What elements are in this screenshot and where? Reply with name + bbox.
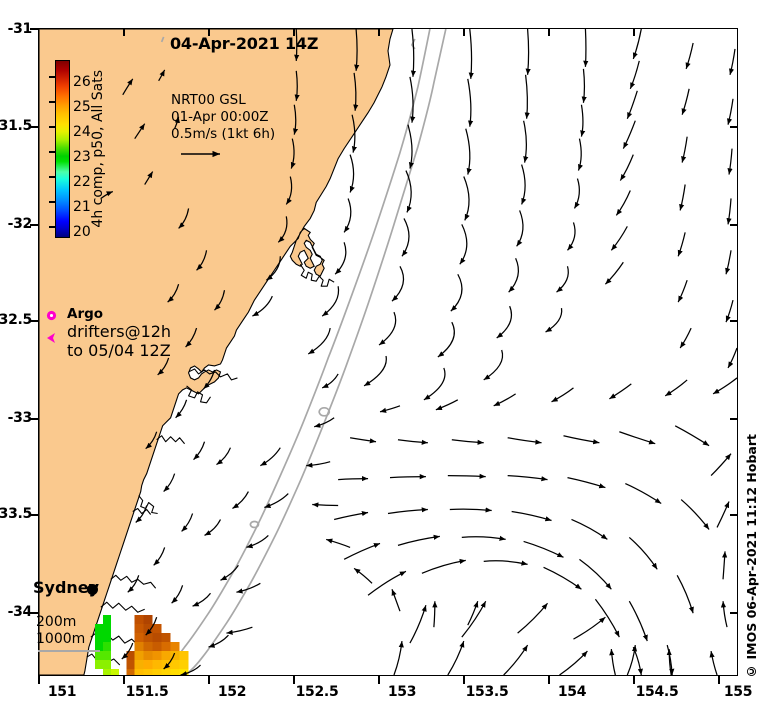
map-plot-area[interactable]: [38, 28, 738, 676]
y-tick: [30, 418, 38, 420]
x-tick-label: 153.5: [465, 684, 509, 700]
y-tick-right: [730, 224, 738, 226]
colorbar-gradient: [55, 60, 70, 238]
colorbar-tick: [49, 76, 55, 78]
x-tick: [208, 676, 210, 684]
y-tick-label: -31: [7, 21, 33, 37]
sydney-label: Sydney: [33, 578, 100, 597]
x-tick-label: 154.5: [635, 684, 679, 700]
vector-legend-scale: 0.5m/s (1kt 6h): [171, 126, 276, 142]
x-tick: [548, 676, 550, 684]
vector-legend-product: NRT00 GSL: [171, 92, 246, 108]
y-tick: [30, 612, 38, 614]
x-tick: [123, 676, 125, 684]
y-tick-right: [730, 126, 738, 128]
x-tick-label: 153: [387, 684, 417, 700]
map-canvas: [39, 29, 737, 675]
colorbar-label: 20: [73, 224, 91, 240]
x-tick-top: [123, 28, 125, 36]
sst-composite-patch: [94, 615, 189, 675]
y-tick: [30, 126, 38, 128]
scale-arrow-icon: [181, 150, 220, 158]
x-tick: [293, 676, 295, 684]
x-tick-top: [293, 28, 295, 36]
x-tick-top: [208, 28, 210, 36]
colorbar-tick: [49, 201, 55, 203]
credit-container: © IMOS 06-Apr-2021 11:12 Hobart: [744, 434, 759, 679]
x-tick: [378, 676, 380, 684]
argo-legend-line1: drifters@12h: [67, 322, 172, 341]
y-tick-label: -33.5: [0, 506, 32, 522]
drifter-arrow-icon: [47, 333, 55, 343]
x-tick: [718, 676, 720, 684]
y-tick-right: [730, 514, 738, 516]
x-tick: [633, 676, 635, 684]
colorbar-label: 25: [73, 99, 91, 115]
argo-legend-line2: to 05/04 12Z: [67, 341, 171, 360]
current-vector-field: [100, 29, 737, 675]
x-tick-top: [463, 28, 465, 36]
x-tick-label: 154: [557, 684, 587, 700]
sydney-dot-icon: [87, 584, 98, 595]
x-tick-label: 155: [723, 684, 753, 700]
land-mass: [39, 29, 394, 675]
colorbar-tick: [49, 101, 55, 103]
bathy-200m-label: 200m: [36, 614, 77, 630]
x-tick-top: [378, 28, 380, 36]
y-tick-label: -31.5: [0, 118, 32, 134]
y-tick: [30, 514, 38, 516]
imos-credit: © IMOS 06-Apr-2021 11:12 Hobart: [744, 434, 759, 679]
colorbar-label: 22: [73, 174, 91, 190]
colorbar-label: 24: [73, 124, 91, 140]
colorbar-tick: [49, 126, 55, 128]
x-tick-label: 152.5: [295, 684, 339, 700]
coastline-detail: [86, 263, 335, 666]
bathy-1000m-label: 1000m: [36, 631, 86, 647]
colorbar-tick: [49, 176, 55, 178]
y-tick-label: -32.5: [0, 312, 32, 328]
bathy-legend-line: [38, 650, 100, 652]
x-tick-label: 152: [217, 684, 247, 700]
x-tick: [38, 676, 40, 684]
x-tick-label: 151: [47, 684, 77, 700]
page-title: 04-Apr-2021 14Z: [170, 34, 319, 53]
y-tick: [30, 28, 38, 30]
x-tick-top: [548, 28, 550, 36]
x-tick-label: 151.5: [125, 684, 169, 700]
vector-legend-time: 01-Apr 00:00Z: [171, 109, 269, 125]
colorbar-tick: [49, 226, 55, 228]
y-tick-right: [730, 320, 738, 322]
argo-float-icon: [46, 310, 57, 321]
y-tick-label: -33: [7, 410, 33, 426]
y-tick-right: [730, 418, 738, 420]
y-tick: [30, 224, 38, 226]
colorbar-tick: [49, 151, 55, 153]
y-tick: [30, 320, 38, 322]
argo-legend-title: Argo: [67, 306, 104, 322]
y-tick-label: -32: [7, 216, 33, 232]
colorbar-label: 26: [73, 74, 91, 90]
y-tick-right: [730, 612, 738, 614]
x-tick: [463, 676, 465, 684]
y-tick-label: -34: [7, 604, 33, 620]
colorbar-label: 21: [73, 199, 91, 215]
colorbar-title: 4h comp, p50, All Sats: [90, 70, 106, 228]
colorbar-label: 23: [73, 149, 91, 165]
x-tick-top: [633, 28, 635, 36]
